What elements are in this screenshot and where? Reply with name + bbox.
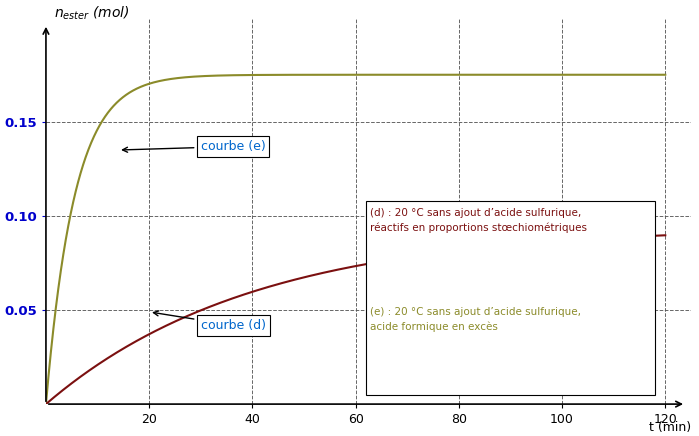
Text: $n_{\mathregular{ester}}$ (mol): $n_{\mathregular{ester}}$ (mol) — [54, 5, 129, 22]
Text: (d) : 20 °C sans ajout d’acide sulfurique,
réactifs en proportions stœchiométriq: (d) : 20 °C sans ajout d’acide sulfuriqu… — [370, 208, 587, 233]
Text: courbe (d): courbe (d) — [154, 311, 266, 332]
Text: (e) : 20 °C sans ajout d’acide sulfurique,
acide formique en excès: (e) : 20 °C sans ajout d’acide sulfuriqu… — [370, 307, 581, 332]
Text: t (min): t (min) — [649, 421, 691, 434]
Text: courbe (e): courbe (e) — [122, 140, 266, 153]
FancyBboxPatch shape — [366, 201, 655, 395]
